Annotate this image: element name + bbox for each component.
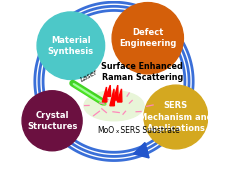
Text: SERS Substrate: SERS Substrate [117, 126, 179, 135]
Polygon shape [113, 85, 118, 100]
Circle shape [22, 91, 82, 151]
Circle shape [112, 3, 183, 74]
Circle shape [143, 85, 207, 149]
Polygon shape [109, 89, 114, 106]
Circle shape [37, 12, 104, 80]
Polygon shape [117, 89, 121, 102]
Text: MoO: MoO [96, 126, 114, 135]
Text: Material
Synthesis: Material Synthesis [48, 36, 94, 56]
Polygon shape [106, 85, 110, 96]
Text: Laser: Laser [79, 69, 98, 83]
Ellipse shape [84, 91, 143, 121]
Text: Defect
Engineering: Defect Engineering [118, 28, 176, 48]
Text: Crystal
Structures: Crystal Structures [27, 111, 77, 131]
Text: SERS
Mechanism and
Applications: SERS Mechanism and Applications [138, 101, 212, 133]
Text: Surface Enhanced
Raman Scattering: Surface Enhanced Raman Scattering [101, 62, 182, 82]
Polygon shape [102, 87, 106, 102]
FancyArrow shape [133, 143, 148, 158]
Text: x: x [115, 129, 118, 134]
